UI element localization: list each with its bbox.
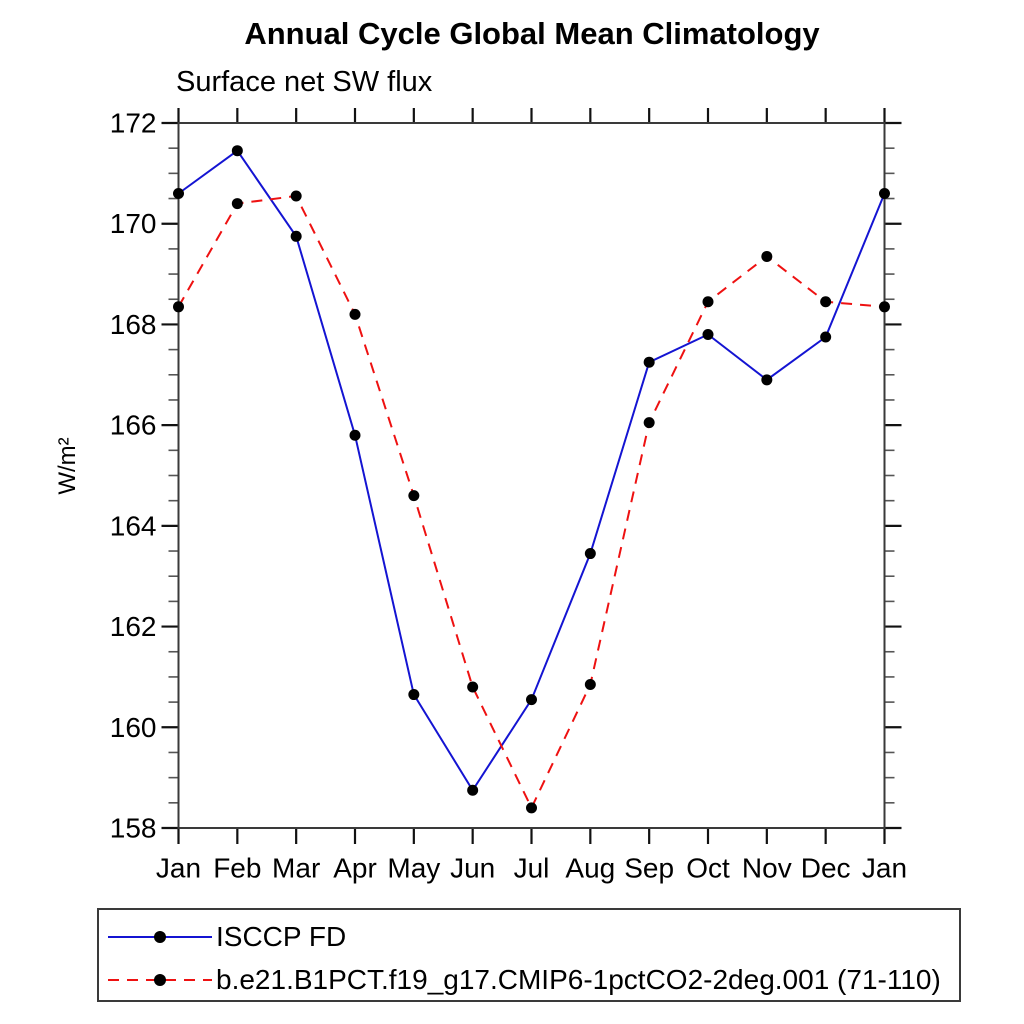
plot-area: 158 160 162 164 166 168 170 172 Jan Feb Mar Apr May J… <box>110 108 907 884</box>
svg-text:Feb: Feb <box>213 853 261 884</box>
svg-text:Jan: Jan <box>862 853 907 884</box>
svg-text:166: 166 <box>110 410 157 441</box>
svg-text:Jun: Jun <box>450 853 495 884</box>
svg-text:Sep: Sep <box>624 853 674 884</box>
svg-text:170: 170 <box>110 208 157 239</box>
svg-text:Mar: Mar <box>272 853 320 884</box>
chart-title: Annual Cycle Global Mean Climatology <box>244 16 820 51</box>
legend: ISCCP FD b.e21.B1PCT.f19_g17.CMIP6-1pctC… <box>97 908 961 1002</box>
svg-text:Jul: Jul <box>514 853 550 884</box>
svg-text:164: 164 <box>110 510 157 541</box>
svg-text:Aug: Aug <box>565 853 615 884</box>
legend-dashed-line-icon <box>108 973 212 986</box>
svg-text:160: 160 <box>110 712 157 743</box>
svg-text:168: 168 <box>110 309 157 340</box>
svg-text:162: 162 <box>110 611 157 642</box>
svg-text:Dec: Dec <box>801 853 851 884</box>
svg-text:Oct: Oct <box>686 853 730 884</box>
chart-subtitle: Surface net SW flux <box>176 66 433 98</box>
legend-label-isccp-fd: ISCCP FD <box>216 920 347 952</box>
svg-text:Jan: Jan <box>156 853 201 884</box>
legend-label-model-run: b.e21.B1PCT.f19_g17.CMIP6-1pctCO2-2deg.0… <box>216 963 941 995</box>
svg-text:May: May <box>387 853 440 884</box>
svg-text:158: 158 <box>110 813 157 844</box>
legend-item-isccp-fd: ISCCP FD <box>99 915 959 958</box>
legend-solid-line-icon <box>108 930 212 943</box>
svg-text:Nov: Nov <box>742 853 792 884</box>
svg-text:172: 172 <box>110 108 157 139</box>
svg-text:Apr: Apr <box>333 853 377 884</box>
legend-item-model-run: b.e21.B1PCT.f19_g17.CMIP6-1pctCO2-2deg.0… <box>99 958 959 1001</box>
